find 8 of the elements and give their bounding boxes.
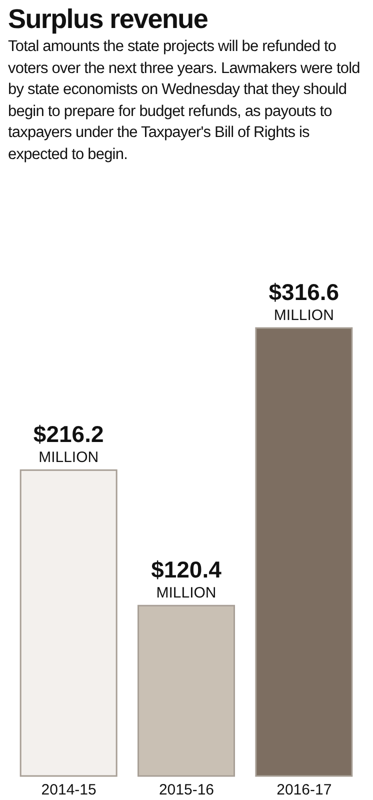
data-label: $120.4 MILLION (151, 556, 222, 602)
x-tick-label: 2015-16 (158, 782, 214, 799)
x-tick-label: 2016-17 (276, 782, 332, 799)
chart-title: Surplus revenue (8, 3, 209, 36)
data-label: $216.2 MILLION (33, 421, 104, 466)
x-tick-label: 2014-15 (41, 782, 96, 799)
chart-subtitle: Total amounts the state projects will be refunded to voters over the next three years. Lawmakers were told by state economists on Wednesday that they should begin to prepare for budget refunds, as payouts to taxpayers under the Taxpayer's Bill of Rights is expected to begin. (8, 38, 360, 162)
data-label: $316.6 MILLION (268, 279, 340, 324)
